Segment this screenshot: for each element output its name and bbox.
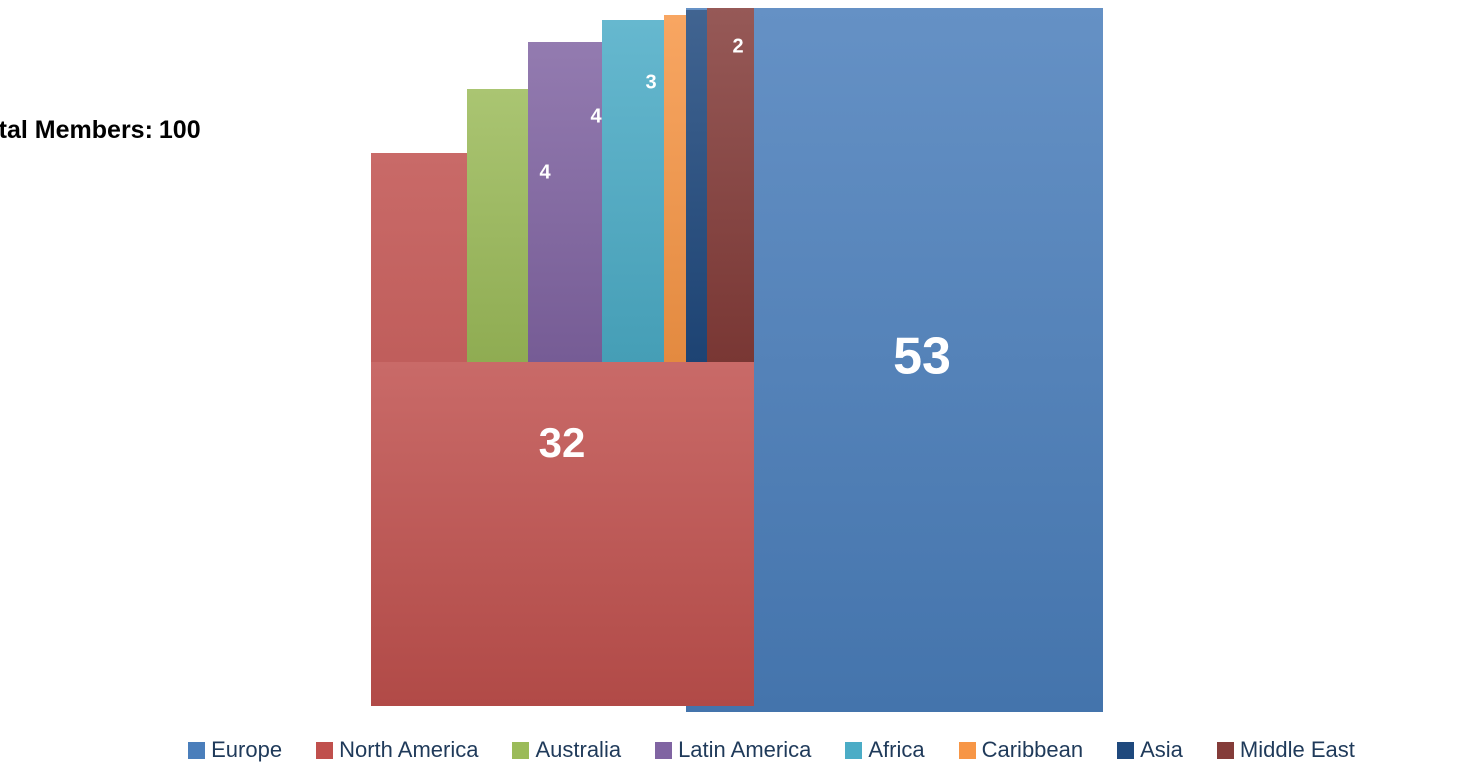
tile-asia — [686, 10, 707, 362]
legend-swatch — [655, 742, 672, 759]
legend-swatch — [316, 742, 333, 759]
legend-label: Africa — [868, 737, 924, 763]
data-label-latin-america: 4 — [539, 161, 551, 183]
legend-label: Australia — [535, 737, 621, 763]
legend-label: Middle East — [1240, 737, 1355, 763]
legend-label: Europe — [211, 737, 282, 763]
legend-label: Asia — [1140, 737, 1183, 763]
legend-item-africa: Africa — [845, 737, 944, 763]
data-label-north-america: 32 — [539, 419, 586, 466]
data-label-middle-east: 2 — [732, 35, 743, 57]
legend-item-north-america: North America — [316, 737, 498, 763]
legend-swatch — [845, 742, 862, 759]
tile-australia — [467, 89, 528, 362]
legend-swatch — [512, 742, 529, 759]
legend-item-caribbean: Caribbean — [959, 737, 1104, 763]
legend-item-europe: Europe — [188, 737, 302, 763]
data-label-caribbean: 3 — [645, 71, 656, 93]
tile-latin-america — [528, 42, 602, 362]
legend-swatch — [959, 742, 976, 759]
tile-middle-east — [707, 8, 754, 362]
legend-item-latin-america: Latin America — [655, 737, 831, 763]
legend-swatch — [1217, 742, 1234, 759]
legend-swatch — [188, 742, 205, 759]
data-label-europe: 53 — [893, 328, 951, 386]
data-label-africa: 4 — [590, 105, 602, 127]
legend-label: Caribbean — [982, 737, 1084, 763]
legend-item-australia: Australia — [512, 737, 641, 763]
legend-label: Latin America — [678, 737, 811, 763]
chart-legend: Europe North America Australia Latin Americ… — [0, 730, 1467, 770]
tile-caribbean — [664, 15, 686, 362]
legend-label: North America — [339, 737, 478, 763]
legend-item-asia: Asia — [1117, 737, 1203, 763]
legend-swatch — [1117, 742, 1134, 759]
tile-north-america-lower — [371, 362, 754, 706]
legend-item-middle-east: Middle East — [1217, 737, 1375, 763]
